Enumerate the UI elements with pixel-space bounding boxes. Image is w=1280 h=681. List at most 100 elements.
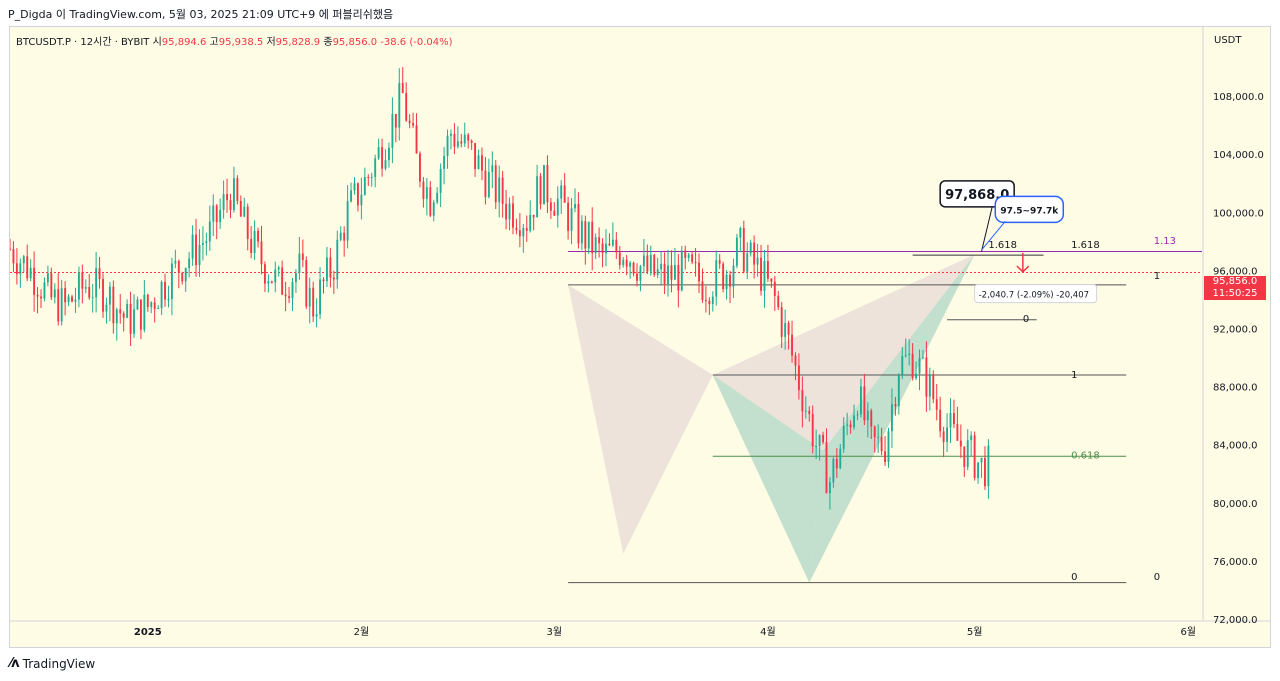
candle-body bbox=[274, 269, 277, 283]
candle-body bbox=[791, 334, 793, 356]
candle-body bbox=[167, 299, 170, 301]
candle-body bbox=[412, 123, 415, 126]
candle-body bbox=[946, 427, 949, 443]
candle-body bbox=[777, 295, 780, 308]
candle-body bbox=[908, 353, 911, 355]
candle-body bbox=[484, 170, 487, 198]
candle-body bbox=[115, 309, 118, 324]
measure-text: -2,040.7 (-2.09%) -20,407 bbox=[979, 291, 1089, 301]
candle-body bbox=[129, 303, 132, 334]
candle-body bbox=[563, 185, 566, 203]
candle-body bbox=[215, 205, 218, 223]
candle-body bbox=[694, 262, 697, 264]
pattern-xab bbox=[568, 284, 713, 554]
candle-body bbox=[294, 273, 297, 282]
candle-body bbox=[828, 482, 831, 494]
candle-body bbox=[64, 288, 67, 303]
candle-body bbox=[60, 288, 63, 322]
y-tick-label: 100,000.0 bbox=[1213, 208, 1264, 219]
symbol-name[interactable]: BTCUSDT.P · 12시간 · BYBIT bbox=[16, 37, 150, 48]
candle-body bbox=[102, 278, 104, 312]
candle-body bbox=[260, 241, 263, 265]
candle-body bbox=[797, 365, 800, 391]
candle-body bbox=[57, 289, 60, 322]
candle-body bbox=[12, 248, 15, 264]
candle-body bbox=[584, 221, 587, 249]
candle-body bbox=[160, 281, 163, 308]
candle-body bbox=[19, 263, 22, 275]
candle-body bbox=[660, 263, 663, 270]
candle-body bbox=[928, 374, 931, 397]
fib-label: 0 bbox=[1154, 572, 1160, 583]
candle-body bbox=[591, 221, 594, 254]
candle-body bbox=[126, 303, 129, 318]
candle-body bbox=[46, 273, 49, 283]
candle-body bbox=[625, 259, 628, 267]
candle-body bbox=[157, 307, 160, 309]
candle-body bbox=[443, 155, 446, 169]
candle-body bbox=[529, 214, 532, 231]
candle-body bbox=[357, 183, 359, 206]
candle-body bbox=[815, 445, 818, 447]
tradingview-logo[interactable]: ⁄ʌ TradingView bbox=[10, 656, 95, 671]
candle-body bbox=[729, 274, 731, 287]
candle-body bbox=[987, 445, 990, 487]
candle-body bbox=[474, 142, 477, 170]
candle-body bbox=[656, 269, 659, 275]
candle-body bbox=[350, 190, 353, 202]
candle-body bbox=[977, 462, 980, 478]
candle-body bbox=[108, 286, 111, 305]
candle-body bbox=[818, 434, 821, 446]
y-tick-label: 108,000.0 bbox=[1213, 92, 1264, 103]
candle-body bbox=[467, 134, 470, 141]
open-value: 95,894.6 bbox=[161, 37, 207, 48]
x-tick-label: 2월 bbox=[354, 626, 370, 638]
candle-body bbox=[477, 155, 480, 170]
candle-body bbox=[405, 92, 408, 121]
candle-body bbox=[935, 399, 938, 410]
candle-body bbox=[942, 431, 945, 443]
candle-body bbox=[646, 255, 649, 272]
low-value: 95,828.9 bbox=[275, 37, 321, 48]
candle-body bbox=[825, 442, 828, 494]
candle-body bbox=[322, 279, 325, 282]
candle-body bbox=[298, 253, 301, 274]
symbol-legend: BTCUSDT.P · 12시간 · BYBIT 시95,894.6 고95,9… bbox=[16, 33, 453, 48]
candle-body bbox=[67, 296, 70, 303]
candle-body bbox=[315, 314, 318, 317]
measure-box bbox=[974, 284, 1098, 304]
candle-body bbox=[732, 265, 735, 287]
fib-label: 1 bbox=[1071, 370, 1077, 381]
candle-body bbox=[184, 268, 187, 282]
candle-body bbox=[956, 424, 959, 441]
candle-body bbox=[859, 386, 862, 415]
candle-body bbox=[208, 221, 211, 242]
candle-body bbox=[804, 410, 807, 412]
candle-body bbox=[787, 323, 790, 335]
candle-body bbox=[870, 410, 873, 427]
candle-body bbox=[846, 424, 849, 426]
currency-label[interactable]: USDT bbox=[1214, 35, 1242, 46]
candle-body bbox=[353, 183, 356, 191]
candle-body bbox=[739, 227, 742, 238]
candle-body bbox=[74, 299, 77, 302]
candle-body bbox=[363, 177, 366, 195]
y-tick-label: 88,000.0 bbox=[1213, 383, 1258, 394]
candle-body bbox=[267, 281, 270, 284]
candle-body bbox=[150, 302, 153, 307]
candle-body bbox=[842, 425, 845, 449]
x-tick-label: 5월 bbox=[967, 626, 983, 638]
candle-body bbox=[10, 248, 11, 250]
fib-label: 1.618 bbox=[1071, 240, 1100, 251]
candle-body bbox=[984, 457, 986, 487]
candle-body bbox=[653, 254, 656, 275]
candle-body bbox=[139, 299, 142, 330]
high-label: 고 bbox=[209, 37, 219, 48]
candle-body bbox=[856, 414, 859, 416]
candlestick-chart[interactable]: 72,000.0 76,000.0 80,000.0 84,000.0 88,000.0… bbox=[10, 27, 1270, 647]
candle-body bbox=[291, 281, 294, 299]
candle-body bbox=[508, 203, 511, 220]
candle-body bbox=[525, 228, 528, 231]
high-value: 95,938.5 bbox=[218, 37, 264, 48]
candle-body bbox=[863, 386, 866, 421]
